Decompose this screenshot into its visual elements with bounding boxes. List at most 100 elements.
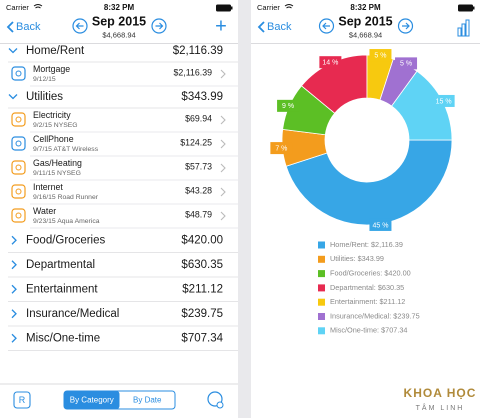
watermark-line2: TÂM LINH — [416, 403, 465, 412]
legend-swatch — [318, 255, 325, 263]
item-name[interactable]: CellPhone — [33, 134, 74, 144]
search-icon-dot — [216, 401, 224, 409]
status-time: 8:32 PM — [104, 3, 135, 12]
item-name[interactable]: Internet — [33, 182, 63, 192]
percent-label: 9 % — [282, 103, 294, 110]
tab-label[interactable]: By Date — [133, 396, 162, 405]
expand-chevron[interactable] — [8, 94, 18, 100]
group-name[interactable]: Food/Groceries — [26, 234, 106, 246]
legend-swatch — [318, 313, 325, 320]
group-amount: $707.34 — [181, 332, 223, 344]
item-icon-dot — [15, 164, 22, 171]
item-icon-dot — [15, 116, 22, 123]
percent-label: 5 % — [374, 52, 386, 59]
item-name[interactable]: Gas/Heating — [33, 158, 82, 168]
tab-label[interactable]: By Category — [70, 396, 114, 405]
wifi-icon — [33, 4, 43, 9]
percent-label-box — [277, 99, 300, 112]
item-icon-dot — [15, 70, 22, 77]
group-amount: $420.00 — [181, 234, 223, 246]
group-name[interactable]: Utilities — [26, 91, 63, 103]
item-icon-dot — [15, 212, 22, 219]
legend-label: Insurance/Medical: $239.75 — [330, 311, 420, 320]
item-detail: 9/12/15 — [33, 76, 56, 83]
percent-label-box — [369, 218, 392, 231]
watermark-line1: KHOA HỌC — [404, 386, 477, 400]
wifi-icon — [284, 4, 294, 9]
legend-label: Home/Rent: $2,116.39 — [330, 240, 403, 249]
legend-label: Food/Groceries: $420.00 — [330, 269, 411, 278]
percent-label-box — [270, 142, 293, 155]
item-name[interactable]: Mortgage — [33, 64, 70, 74]
month-total: $4,668.94 — [102, 30, 135, 39]
percent-label: 45 % — [372, 222, 388, 229]
item-chevron — [220, 163, 226, 173]
collapse-chevron[interactable] — [11, 235, 17, 245]
item-detail: 9/23/15 Aqua America — [33, 218, 100, 225]
battery — [458, 4, 473, 12]
group-name[interactable]: Entertainment — [26, 283, 98, 295]
item-icon-dot — [15, 140, 22, 147]
month-title: Sep 2015 — [338, 14, 392, 28]
collapse-chevron[interactable] — [11, 284, 17, 294]
legend-swatch — [318, 284, 325, 292]
carrier: Carrier — [257, 3, 280, 12]
back-chevron[interactable] — [6, 21, 14, 33]
r-button[interactable] — [13, 391, 31, 409]
next-month[interactable] — [151, 18, 167, 34]
item-amount: $48.79 — [185, 209, 212, 219]
search-icon[interactable] — [207, 391, 223, 407]
prev-month[interactable] — [318, 18, 335, 34]
group-amount: $2,116.39 — [173, 45, 223, 57]
group-name[interactable]: Insurance/Medical — [26, 308, 119, 320]
group-name[interactable]: Home/Rent — [26, 45, 85, 57]
expand-chevron[interactable] — [8, 48, 18, 54]
legend-label: Misc/One-time: $707.34 — [330, 326, 407, 335]
group-name[interactable]: Misc/One-time — [26, 332, 100, 344]
chart-icon-bar[interactable] — [457, 27, 462, 37]
percent-label: 15 % — [436, 98, 452, 105]
group-name[interactable]: Departmental — [26, 259, 95, 271]
collapse-chevron[interactable] — [11, 309, 17, 319]
item-icon — [11, 136, 26, 151]
back-chevron[interactable] — [257, 21, 265, 33]
left-screen — [0, 0, 238, 418]
item-icon — [11, 112, 26, 127]
legend-swatch — [318, 270, 325, 278]
percent-label: 7 % — [275, 145, 287, 152]
legend-swatch — [318, 327, 325, 335]
percent-label-box — [395, 57, 418, 70]
chart-icon-bar[interactable] — [465, 19, 470, 37]
item-chevron — [220, 139, 226, 149]
item-amount: $2,116.39 — [174, 67, 213, 77]
month-title: Sep 2015 — [92, 14, 146, 28]
next-month[interactable] — [397, 18, 414, 34]
collapse-chevron[interactable] — [11, 260, 17, 270]
add-button[interactable]: + — [215, 15, 227, 37]
group-amount: $343.99 — [181, 91, 223, 103]
back-button[interactable]: Back — [267, 21, 292, 33]
chart-icon-bar[interactable] — [461, 23, 466, 37]
prev-month[interactable] — [72, 18, 88, 34]
back-button[interactable]: Back — [16, 21, 41, 33]
percent-label-box — [319, 56, 342, 69]
item-amount: $57.73 — [185, 161, 212, 171]
month-total: $4,668.94 — [349, 30, 382, 39]
r-button-label[interactable]: R — [19, 395, 26, 405]
item-detail: 9/2/15 NYSEG — [33, 122, 78, 129]
battery-tip — [231, 6, 233, 10]
item-icon — [11, 184, 26, 199]
donut-segment — [391, 70, 453, 141]
legend-swatch — [318, 241, 325, 249]
item-amount: $124.25 — [180, 137, 212, 147]
item-name[interactable]: Water — [33, 206, 56, 216]
item-icon — [11, 66, 26, 81]
selected-tab[interactable] — [64, 391, 120, 409]
collapse-chevron[interactable] — [11, 333, 17, 343]
item-detail: 9/16/15 Road Runner — [33, 194, 99, 201]
item-name[interactable]: Electricity — [33, 110, 71, 120]
next-month-glyph — [155, 22, 164, 30]
percent-label-box — [432, 94, 455, 107]
percent-label-box — [369, 49, 392, 62]
